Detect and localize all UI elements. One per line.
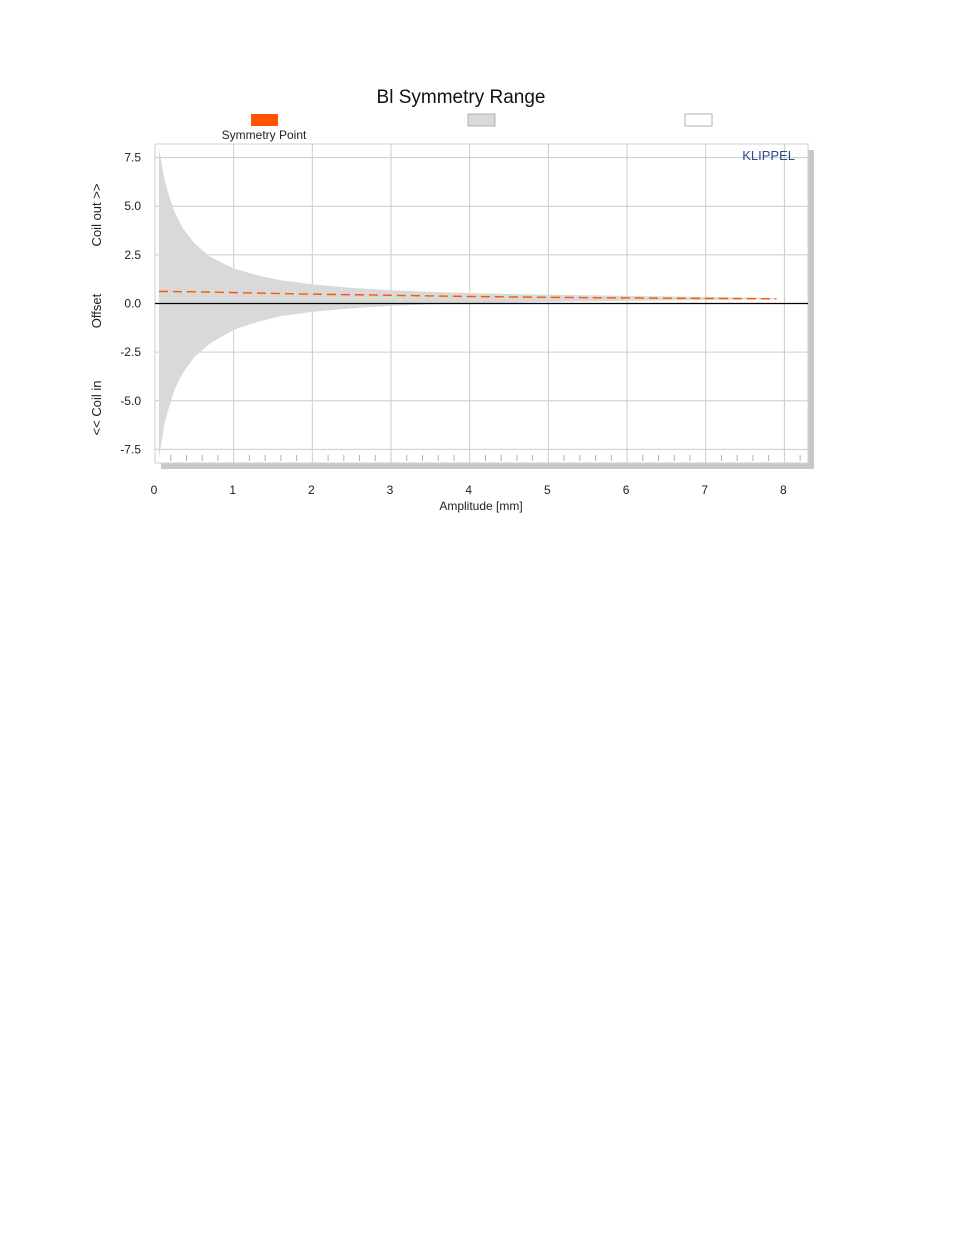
y-tick-label: -7.5: [120, 442, 141, 456]
x-tick-label: 7: [701, 483, 708, 497]
x-tick-label: 4: [465, 483, 472, 497]
symmetry-point-line: [158, 290, 777, 300]
x-axis-label: Amplitude [mm]: [439, 499, 522, 513]
x-tick-label: 3: [387, 483, 394, 497]
y-tick-label: 2.5: [124, 248, 141, 262]
legend-swatch: [467, 113, 496, 127]
x-tick-label: 0: [151, 483, 158, 497]
legend-swatch: [684, 113, 713, 127]
x-tick-label: 6: [623, 483, 630, 497]
legend-swatch: [251, 114, 278, 126]
y-tick-label: 7.5: [124, 151, 141, 165]
y-tick-label: 0.0: [124, 297, 141, 311]
y-axis-label-part: Offset: [89, 293, 104, 328]
legend-label: Symmetry Point: [222, 128, 307, 142]
y-tick-label: -5.0: [120, 394, 141, 408]
x-tick-label: 5: [544, 483, 551, 497]
x-tick-label: 8: [780, 483, 787, 497]
y-axis-label-part: << Coil in: [89, 381, 104, 436]
chart-title: Bl Symmetry Range: [377, 87, 546, 108]
y-axis-label-part: Coil out >>: [89, 184, 104, 247]
x-tick-label: 2: [308, 483, 315, 497]
klippel-watermark: KLIPPEL: [742, 148, 795, 163]
y-tick-label: -2.5: [120, 345, 141, 359]
x-tick-label: 1: [229, 483, 236, 497]
y-tick-label: 5.0: [124, 199, 141, 213]
